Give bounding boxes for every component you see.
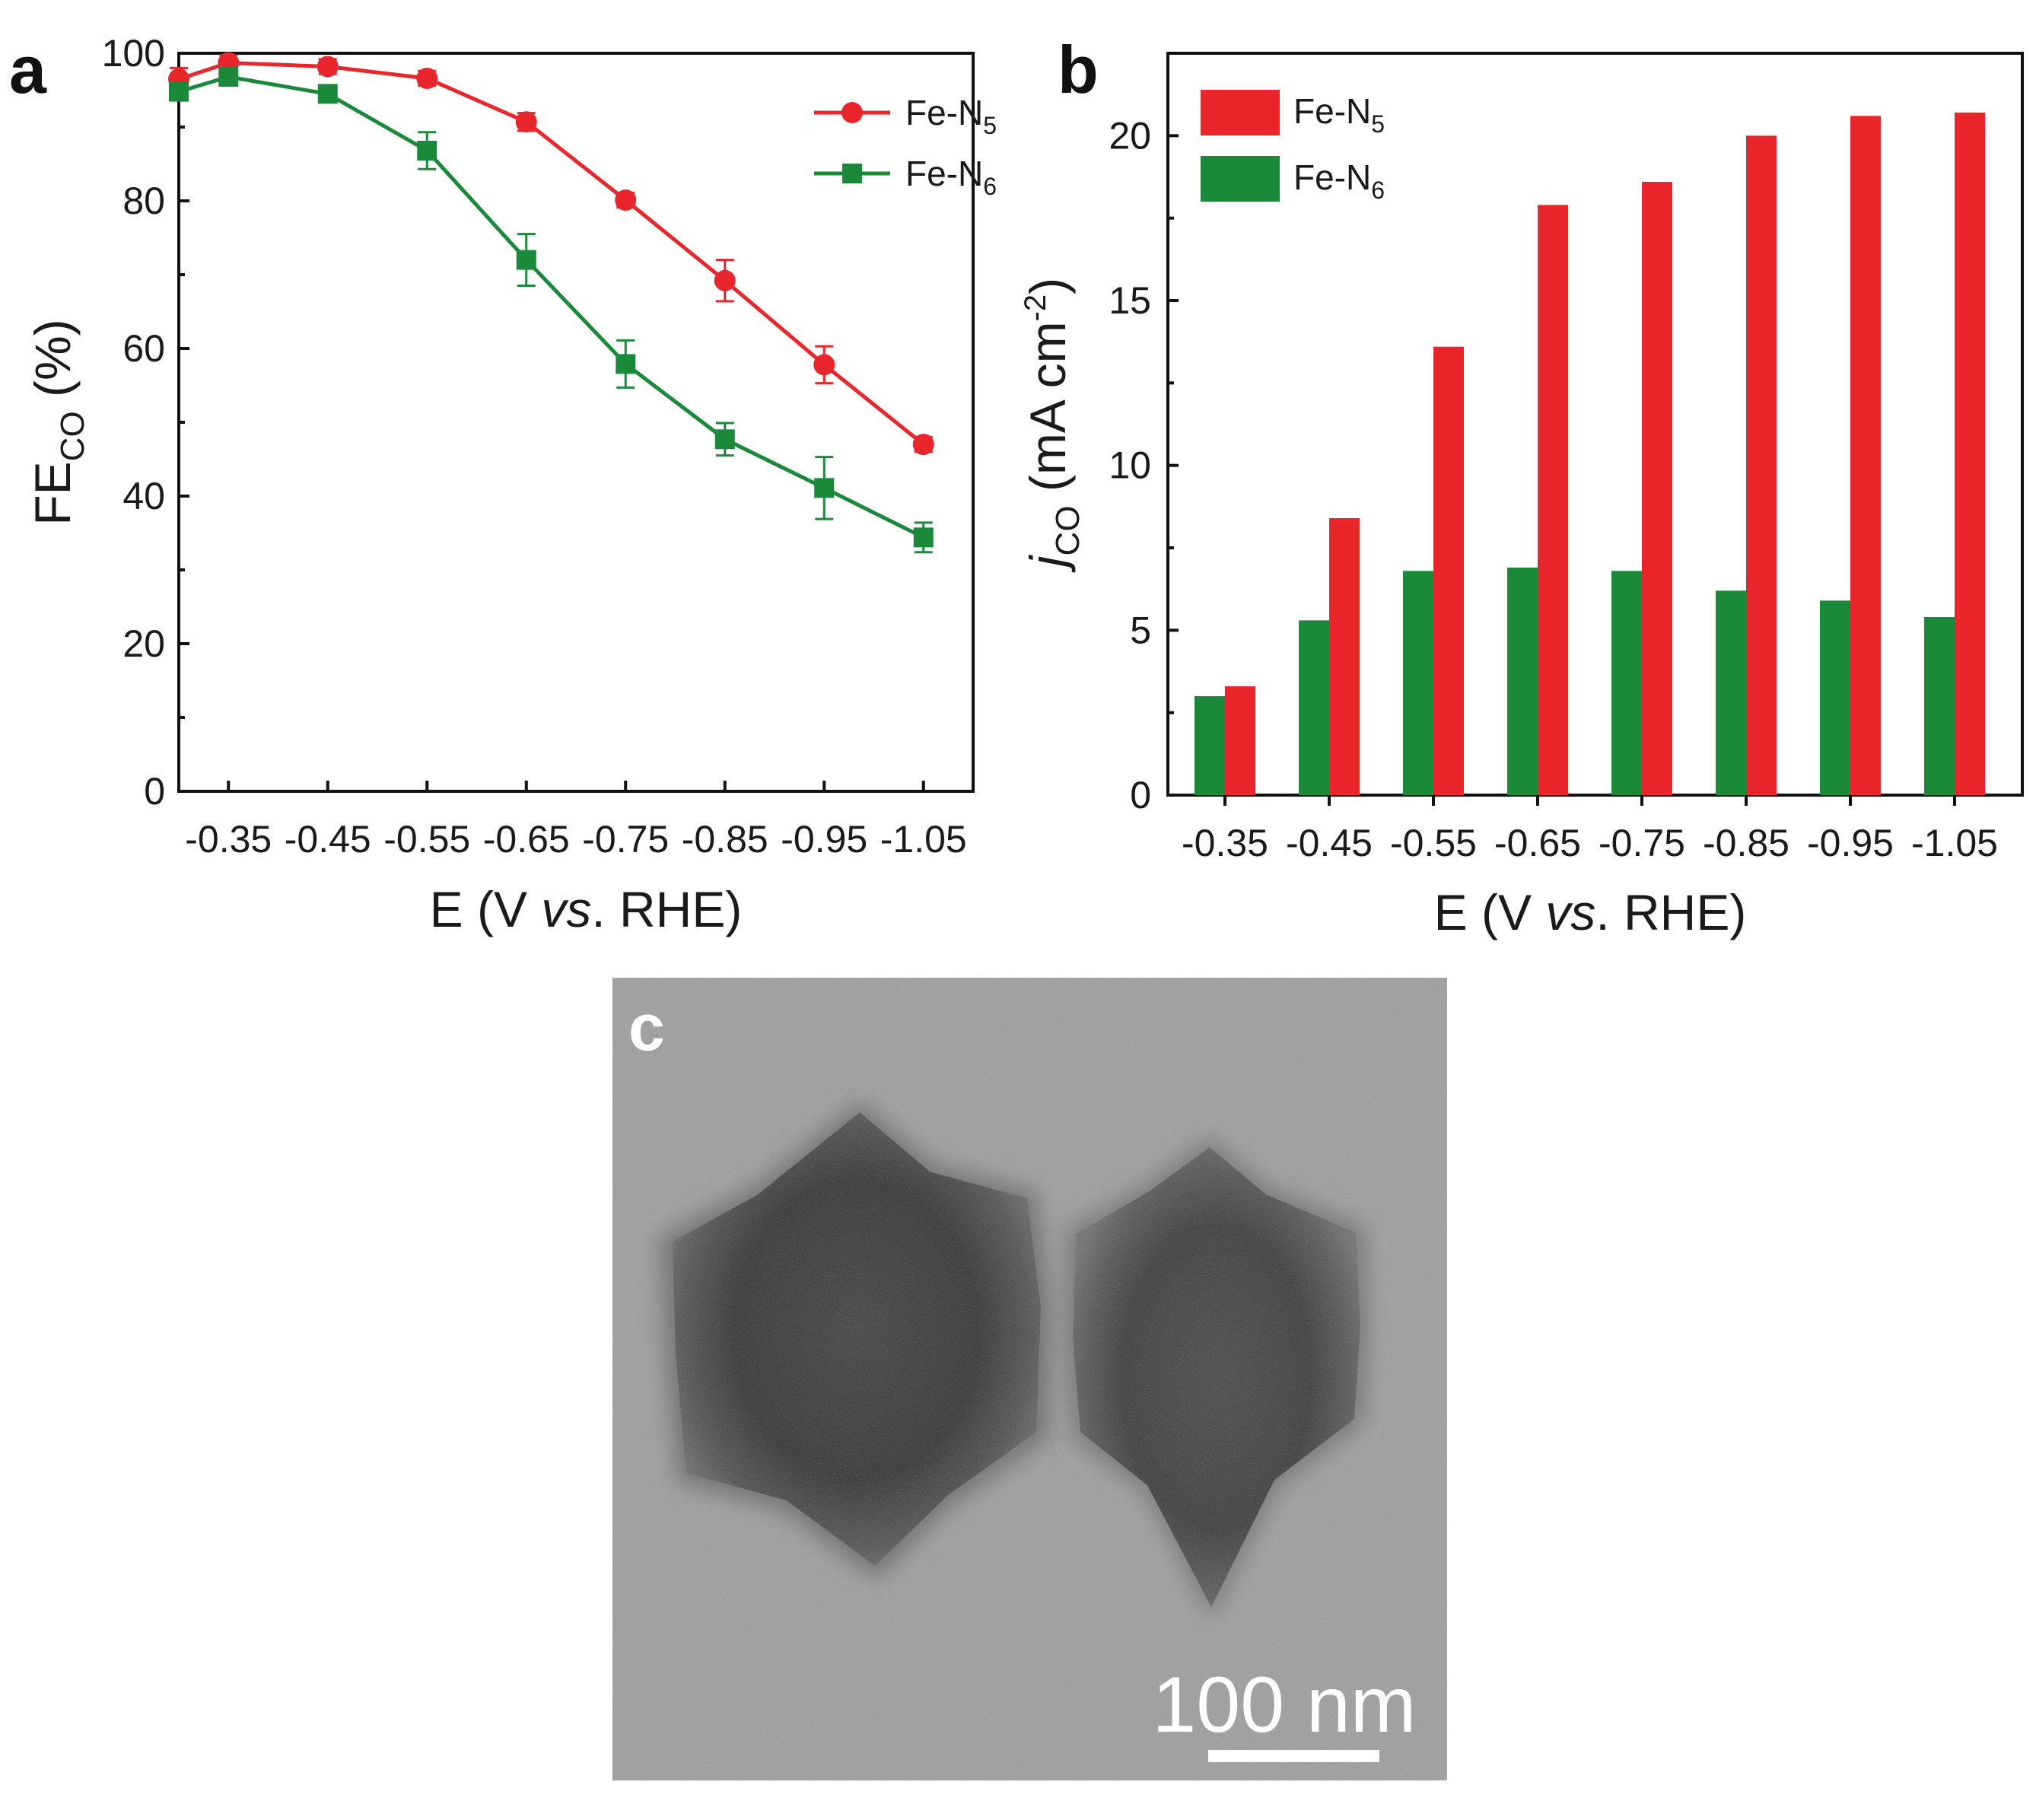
b-bar-fe-n6 <box>1299 620 1329 795</box>
a-series-line-fe-n5 <box>178 61 925 447</box>
b-bar-fe-n6 <box>1820 600 1850 795</box>
a-x-tick-label: -0.85 <box>682 818 768 861</box>
panel-b-y-ticks: 0 5 10 15 20 <box>1109 114 1179 816</box>
a-point-fe-n5 <box>615 189 637 212</box>
panel-b-bar-chart: b 0 5 10 15 20 -0.35 -0.45 -0.55 -0.65 -0.75 -0.8… <box>1019 32 2024 940</box>
a-point-fe-n5 <box>317 56 339 78</box>
a-y-tick-label: 80 <box>122 180 165 222</box>
panel-a-legend: Fe-N5 Fe-N6 <box>814 93 997 200</box>
panel-c-tem-image: c 100 nm <box>612 978 1447 1780</box>
legend-label-fe-n5-b: Fe-N5 <box>1293 91 1385 138</box>
b-bar-fe-n5 <box>1642 182 1672 795</box>
particle-right-texture <box>1073 1147 1360 1607</box>
legend-label-fe-n5: Fe-N5 <box>905 93 997 139</box>
panel-a-series <box>168 52 934 554</box>
a-point-fe-n5 <box>714 269 736 291</box>
a-y-tick-label: 20 <box>122 622 165 665</box>
a-y-tick-label: 100 <box>102 32 165 75</box>
a-series-line-fe-n6 <box>178 75 924 539</box>
a-x-tick-label: -0.35 <box>185 818 272 861</box>
a-point-fe-n6 <box>714 429 735 450</box>
panel-a-line-chart: a 0 20 40 60 80 100 -0.35 -0.45 -0.55 -0.65 -0.75… <box>9 32 997 937</box>
a-point-fe-n6 <box>616 354 636 374</box>
a-x-tick-label: -0.95 <box>781 818 867 861</box>
a-point-fe-n6 <box>317 84 338 104</box>
b-bar-fe-n5 <box>1850 116 1881 796</box>
b-x-tick-label: -0.45 <box>1286 822 1373 864</box>
a-x-tick-label: -0.65 <box>483 818 570 861</box>
panel-b-plot-frame <box>1166 52 2024 797</box>
a-point-fe-n6 <box>516 250 536 270</box>
b-bar-fe-n6 <box>1611 571 1642 795</box>
panel-a-x-axis-title: E (V vs. RHE) <box>430 881 743 937</box>
b-bar-fe-n5 <box>1433 346 1464 796</box>
a-point-fe-n5 <box>416 67 438 89</box>
particle-left-texture <box>673 1112 1041 1566</box>
b-y-tick-label: 0 <box>1130 774 1151 816</box>
panel-a-label: a <box>9 32 47 107</box>
b-bar-fe-n5 <box>1955 113 1985 795</box>
legend-label-fe-n6: Fe-N6 <box>905 154 997 200</box>
a-point-fe-n6 <box>814 478 835 498</box>
b-x-tick-label: -0.55 <box>1390 822 1477 864</box>
a-y-tick-label: 0 <box>144 770 165 813</box>
panel-a-y-ticks: 0 20 40 60 80 100 <box>102 32 189 813</box>
panel-a-x-ticks: -0.35 -0.45 -0.55 -0.65 -0.75 -0.85 -0.95 -1.05 <box>185 781 967 861</box>
b-x-tick-label: -1.05 <box>1911 822 1998 864</box>
b-x-tick-label: -0.35 <box>1182 822 1268 864</box>
a-point-fe-n6 <box>218 67 239 88</box>
a-x-tick-label: -0.55 <box>383 818 470 861</box>
legend-swatch-fe-n5 <box>1201 90 1280 135</box>
b-x-tick-label: -0.65 <box>1494 822 1581 864</box>
a-point-fe-n5 <box>515 111 537 133</box>
a-point-fe-n5 <box>813 354 835 376</box>
legend-label-fe-n6-b: Fe-N6 <box>1293 158 1385 204</box>
b-bar-fe-n6 <box>1507 568 1538 795</box>
a-x-tick-label: -1.05 <box>880 818 967 861</box>
panel-b-legend: Fe-N5 Fe-N6 <box>1201 90 1385 204</box>
panel-b-y-axis-title: jCO (mA cm-2) <box>1019 278 1086 573</box>
b-y-tick-label: 15 <box>1109 279 1151 322</box>
b-x-tick-label: -0.95 <box>1807 822 1894 864</box>
a-point-fe-n6 <box>169 81 189 102</box>
b-bar-fe-n5 <box>1225 686 1255 795</box>
b-x-tick-label: -0.85 <box>1703 822 1789 864</box>
a-point-fe-n6 <box>417 141 437 161</box>
b-bar-fe-n6 <box>1716 590 1746 795</box>
a-y-tick-label: 40 <box>122 475 165 517</box>
a-x-tick-label: -0.45 <box>285 818 371 861</box>
panel-b-x-axis-title: E (V vs. RHE) <box>1434 884 1747 940</box>
panel-b-label: b <box>1058 32 1099 107</box>
b-y-tick-label: 5 <box>1130 609 1151 651</box>
legend-marker-fe-n5 <box>841 102 863 123</box>
panel-b-bars <box>1195 113 1985 796</box>
a-point-fe-n6 <box>913 527 934 548</box>
b-bar-fe-n5 <box>1746 135 1777 796</box>
b-x-tick-label: -0.75 <box>1599 822 1685 864</box>
b-bar-fe-n5 <box>1538 205 1568 795</box>
scale-bar <box>1208 1750 1379 1762</box>
a-y-tick-label: 60 <box>122 327 165 370</box>
b-bar-fe-n5 <box>1329 518 1360 795</box>
b-bar-fe-n6 <box>1924 617 1955 795</box>
panel-b-x-ticks: -0.35 -0.45 -0.55 -0.65 -0.75 -0.85 -0.95 -1.05 <box>1182 795 1998 864</box>
panel-a-y-axis-title: FECO (%) <box>24 319 91 525</box>
b-y-tick-label: 20 <box>1109 114 1151 157</box>
a-x-tick-label: -0.75 <box>582 818 669 861</box>
a-point-fe-n5 <box>912 434 934 456</box>
b-bar-fe-n6 <box>1403 571 1433 795</box>
b-bar-fe-n6 <box>1195 696 1225 795</box>
b-y-tick-label: 10 <box>1109 444 1151 487</box>
panel-c-label: c <box>628 991 665 1064</box>
scale-bar-label: 100 nm <box>1153 1661 1417 1749</box>
legend-swatch-fe-n6 <box>1201 156 1280 202</box>
legend-marker-fe-n6 <box>842 164 862 183</box>
